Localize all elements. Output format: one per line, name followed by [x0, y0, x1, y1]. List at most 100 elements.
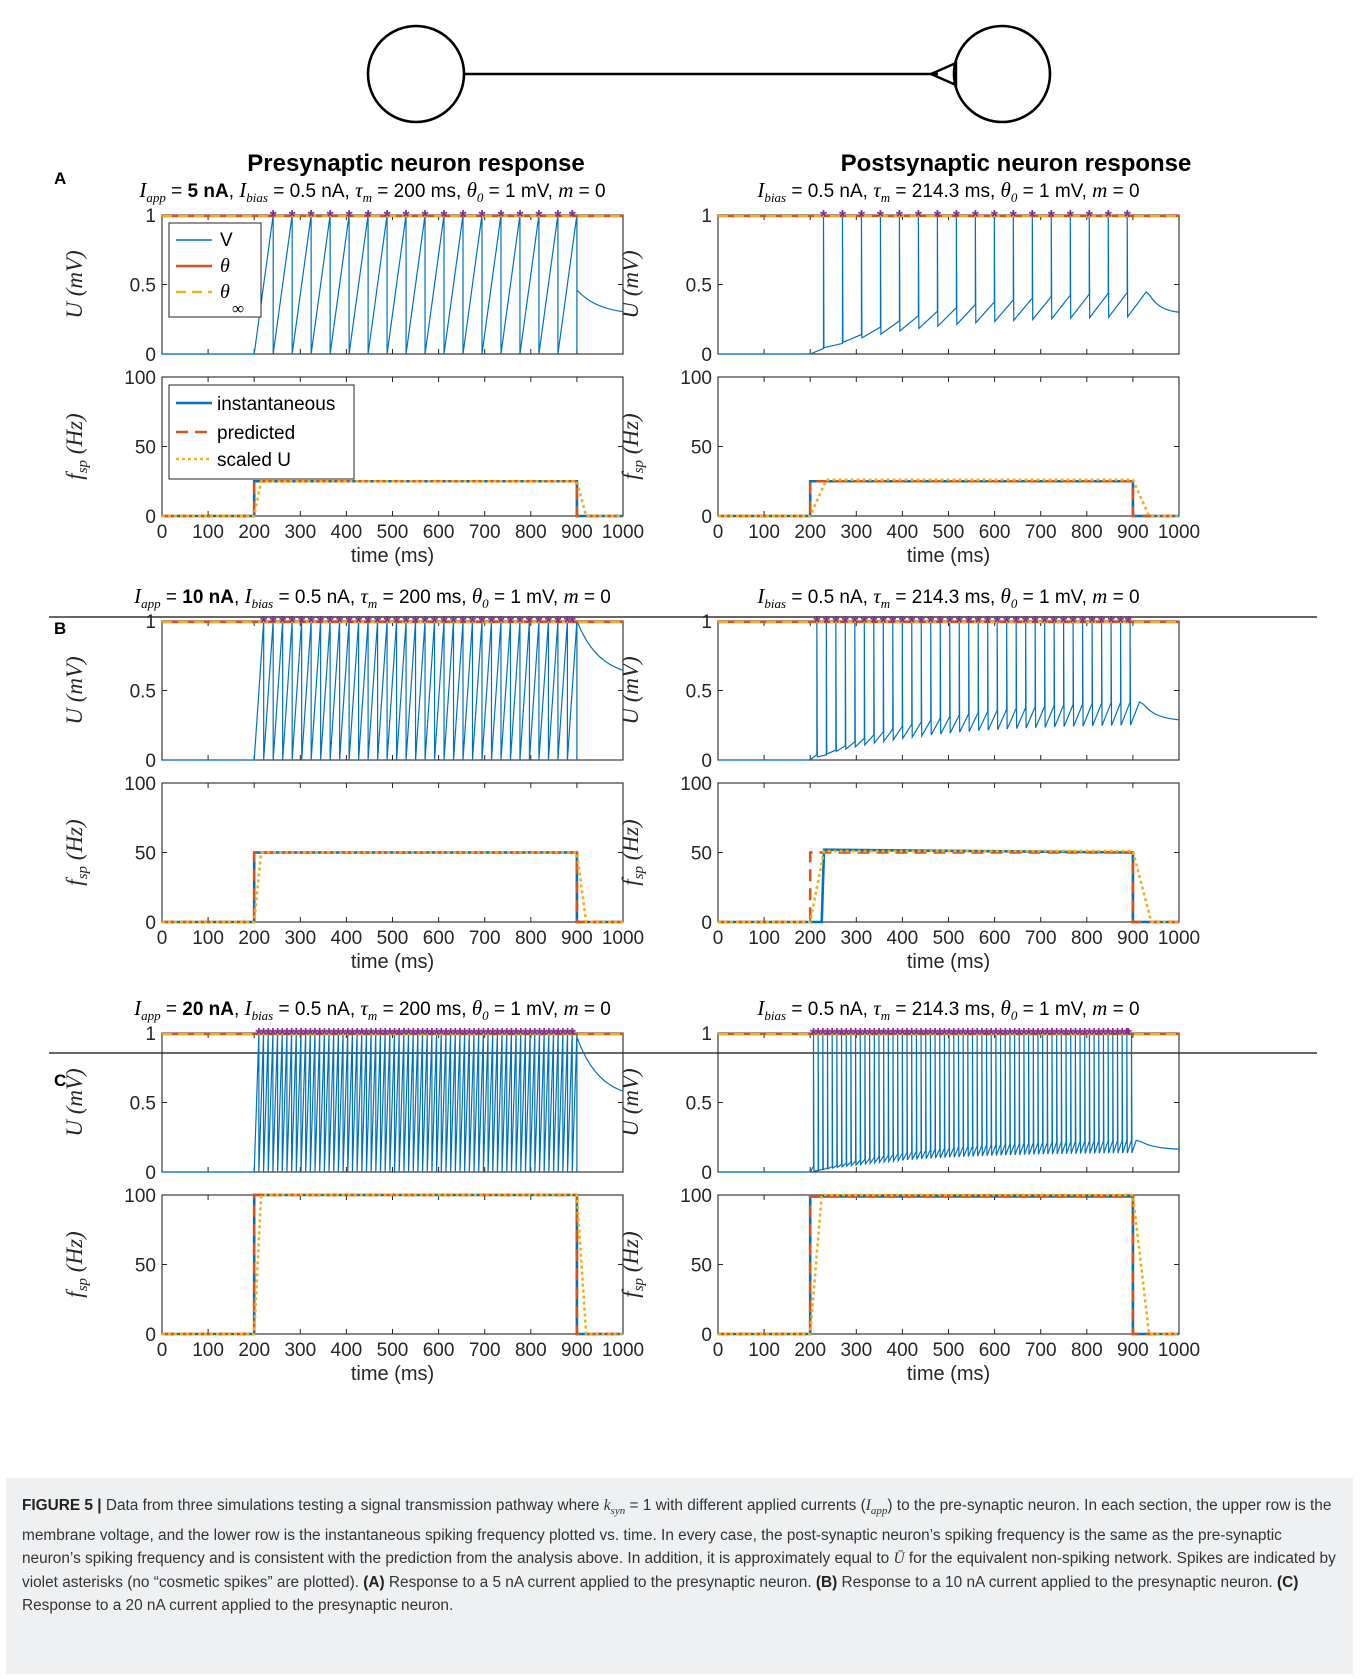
- b-post-spike-marker: *: [1041, 613, 1048, 633]
- b-pre-spike-marker: *: [374, 613, 381, 633]
- a-pre-spike-marker: *: [365, 207, 372, 227]
- c-post-f-ytick-label: 50: [691, 1256, 712, 1277]
- c-pre-spike-marker: *: [372, 1025, 379, 1045]
- b-pre-f-xtick-label: 200: [238, 928, 270, 949]
- c-pre-f-xtick-label: 200: [238, 1340, 270, 1361]
- c-post-spike-marker: *: [1114, 1025, 1121, 1045]
- legend-predicted: predicted: [217, 423, 295, 444]
- c-pre-f-ylabel: fsp (Hz): [62, 1231, 91, 1297]
- b-pre-f-xtick-label: 300: [284, 928, 316, 949]
- b-pre-f-xtick-label: 400: [331, 928, 363, 949]
- c-pre-spike-marker: *: [550, 1025, 557, 1045]
- c-pre-spike-marker: *: [363, 1025, 370, 1045]
- c-pre-spike-marker: *: [349, 1025, 356, 1045]
- a-pre-spike-marker: *: [403, 207, 410, 227]
- postsynaptic-title: Postsynaptic neuron response: [841, 150, 1192, 177]
- a-pre-spike-marker: *: [327, 207, 334, 227]
- c-post-spike-marker: *: [1119, 1025, 1126, 1045]
- c-post-spike-marker: *: [899, 1025, 906, 1045]
- b-post-spike-marker: *: [1089, 613, 1096, 633]
- b-post-spike-marker: *: [1125, 613, 1132, 633]
- c-pre-spike-marker: *: [447, 1025, 454, 1045]
- a-pre-spike-marker: *: [459, 207, 466, 227]
- c-pre-spike-marker: *: [288, 1025, 295, 1045]
- a-post-u-ytick-label: 0.5: [686, 276, 712, 297]
- c-pre-spike-marker: *: [508, 1025, 515, 1045]
- c-pre-f-xtick-label: 300: [284, 1340, 316, 1361]
- c-pre-spike-marker: *: [564, 1025, 571, 1045]
- c-post-spike-marker: *: [1105, 1025, 1112, 1045]
- b-pre-spike-marker: *: [516, 613, 523, 633]
- figure-caption: FIGURE 5 | Data from three simulations t…: [6, 1478, 1353, 1674]
- a-post-f-xtick-label: 300: [840, 522, 872, 543]
- c-post-spike-marker: *: [847, 1025, 854, 1045]
- b-pre-u-axes-box: [161, 620, 624, 761]
- c-pre-voltage-trace: [162, 1032, 624, 1173]
- c-pre-spike-marker: *: [321, 1025, 328, 1045]
- a-pre-predicted-line: [162, 479, 623, 518]
- legend-theta-inf: θ: [220, 281, 230, 303]
- c-post-spike-marker: *: [829, 1025, 836, 1045]
- a-pre-f-xlabel: time (ms): [351, 545, 434, 567]
- b-pre-predicted-line: [162, 851, 623, 924]
- a-post-f-xtick-label: 700: [1025, 522, 1057, 543]
- b-post-spike-marker: *: [1032, 613, 1039, 633]
- a-post-u-ylabel: U (mV): [618, 250, 643, 318]
- c-pre-spike-marker: *: [405, 1025, 412, 1045]
- a-pre-f-xtick-label: 200: [238, 522, 270, 543]
- row-a: A Iapp = 5 nA, Ibias = 0.5 nA, τm = 200 m…: [54, 169, 1200, 567]
- c-pre-spike-marker: *: [555, 1025, 562, 1045]
- c-post-spike-marker: *: [1100, 1025, 1107, 1045]
- a-post-f-xtick-label: 900: [1117, 522, 1149, 543]
- a-post-instantaneous-line: [718, 479, 1179, 518]
- b-pre-f-xtick-label: 800: [515, 928, 547, 949]
- c-post-u-ylabel: U (mV): [618, 1068, 643, 1136]
- b-post-f-ytick-label: 0: [701, 913, 712, 934]
- legend-instantaneous: instantaneous: [217, 394, 335, 415]
- b-pre-spike-marker: *: [327, 613, 334, 633]
- b-pre-u-ytick-label: 1: [145, 612, 156, 633]
- c-pre-spike-marker: *: [489, 1025, 496, 1045]
- b-pre-spike-marker: *: [260, 613, 267, 633]
- c-post-spike-marker: *: [815, 1025, 822, 1045]
- b-post-scaled-u-line: [718, 849, 1179, 924]
- a-post-spike-marker: *: [991, 207, 998, 227]
- b-post-spike-marker: *: [946, 613, 953, 633]
- c-pre-spike-marker: *: [456, 1025, 463, 1045]
- a-pre-spike-marker: *: [569, 207, 576, 227]
- a-pre-f-xtick-label: 700: [469, 522, 501, 543]
- b-post-spike-marker: *: [908, 613, 915, 633]
- c-pre-predicted-line: [162, 1193, 623, 1336]
- c-post-spike-marker: *: [997, 1025, 1004, 1045]
- caption-text-1: Data from three simulations testing a si…: [101, 1497, 604, 1514]
- c-post-spike-marker: *: [1091, 1025, 1098, 1045]
- c-post-spike-marker: *: [988, 1025, 995, 1045]
- caption-ubar: Ū: [893, 1550, 905, 1568]
- b-pre-spike-marker: *: [298, 613, 305, 633]
- c-pre-spike-marker: *: [316, 1025, 323, 1045]
- b-post-spike-marker: *: [1022, 613, 1029, 633]
- c-pre-spike-marker: *: [499, 1025, 506, 1045]
- b-post-f-ytick-label: 50: [691, 844, 712, 865]
- c-pre-f-xtick-label: 700: [469, 1340, 501, 1361]
- b-pre-spike-marker: *: [431, 613, 438, 633]
- caption-a-text: Response to a 5 nA current applied to th…: [384, 1573, 816, 1591]
- b-pre-spike-marker: *: [545, 613, 552, 633]
- c-post-f-xtick-label: 100: [748, 1340, 780, 1361]
- a-pre-scaled-u-line: [162, 479, 623, 518]
- b-pre-spike-marker: *: [365, 613, 372, 633]
- c-pre-spike-marker: *: [297, 1025, 304, 1045]
- c-post-spike-marker: *: [1081, 1025, 1088, 1045]
- c-pre-spike-marker: *: [358, 1025, 365, 1045]
- a-post-spike-marker: *: [1067, 207, 1074, 227]
- b-post-f-xtick-label: 300: [840, 928, 872, 949]
- c-pre-spike-marker: *: [531, 1025, 538, 1045]
- a-pre-u-ylabel: U (mV): [62, 250, 87, 318]
- b-pre-spike-marker: *: [412, 613, 419, 633]
- c-post-spike-marker: *: [1044, 1025, 1051, 1045]
- c-post-spike-marker: *: [810, 1025, 817, 1045]
- legend-theta: θ: [220, 255, 230, 277]
- a-pre-f-xtick-label: 1000: [602, 522, 644, 543]
- b-pre-f-xtick-label: 1000: [602, 928, 644, 949]
- c-pre-spike-marker: *: [274, 1025, 281, 1045]
